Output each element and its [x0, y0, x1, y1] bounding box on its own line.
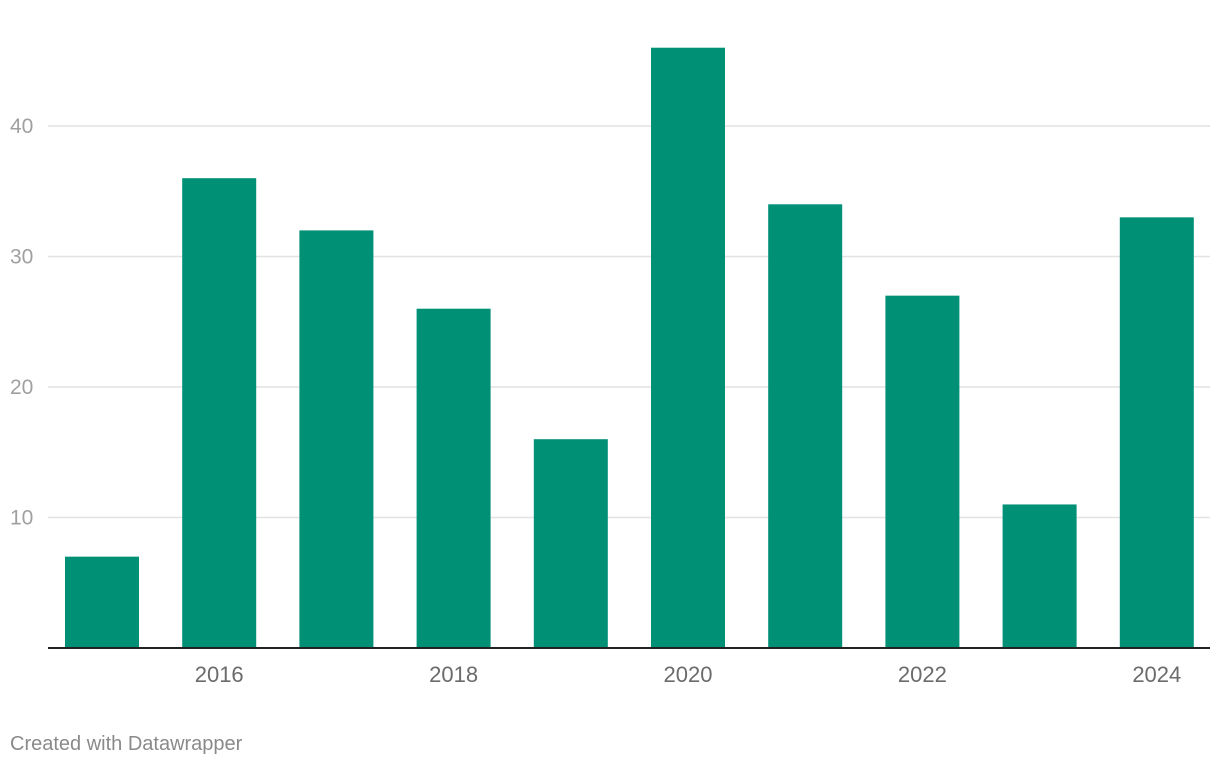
y-tick-label: 10 [10, 507, 33, 530]
x-tick-label: 2024 [1132, 662, 1181, 687]
bar-2019 [533, 439, 608, 648]
x-tick-label: 2016 [195, 662, 244, 687]
y-tick-label: 40 [10, 115, 33, 138]
bar-2015 [65, 556, 139, 648]
bar-2022 [885, 295, 960, 648]
bar-chart: 10 20 30 40 2016 2018 2020 2022 2024 [10, 47, 1210, 687]
axes: 2016 2018 2020 2022 2024 [48, 647, 1210, 687]
bar-2023 [1002, 504, 1077, 648]
bar-2024 [1119, 217, 1194, 648]
bar-2017 [299, 230, 374, 648]
bar-2018 [416, 308, 491, 648]
y-tick-label: 20 [10, 376, 33, 399]
bars [65, 47, 1194, 649]
y-tick-label: 30 [10, 246, 33, 269]
bar-2020 [651, 47, 725, 648]
x-tick-label: 2020 [664, 662, 713, 687]
bar-2021 [768, 204, 843, 649]
datawrapper-credit: Created with Datawrapper [10, 733, 243, 755]
bar-2016 [182, 178, 257, 648]
x-tick-label: 2018 [429, 662, 478, 687]
x-tick-label: 2022 [898, 662, 947, 687]
